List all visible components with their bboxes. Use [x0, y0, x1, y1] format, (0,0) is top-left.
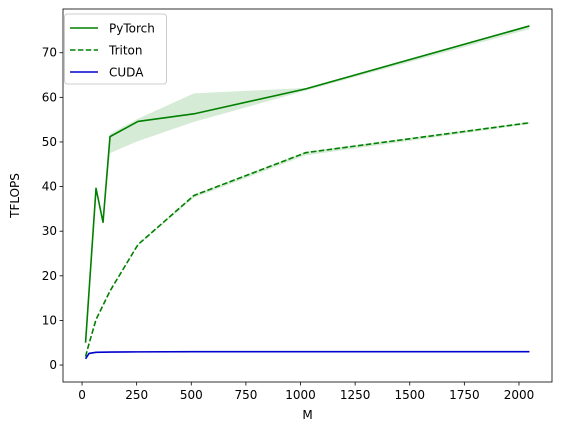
series-line-pytorch [84, 25, 530, 343]
band-triton [85, 121, 530, 357]
band-pytorch [85, 25, 530, 343]
legend: PyTorch Triton CUDA [64, 13, 167, 85]
y-tick-label: 30 [42, 224, 57, 238]
x-tick-label: 1750 [449, 388, 480, 402]
legend-label-triton: Triton [108, 44, 143, 58]
y-tick-label: 10 [42, 313, 57, 327]
legend-box [64, 13, 167, 85]
y-tick-label: 50 [42, 135, 57, 149]
legend-label-pytorch: PyTorch [109, 22, 155, 36]
series-line-triton [84, 121, 530, 357]
legend-label-cuda: CUDA [109, 66, 144, 80]
y-axis-ticks: 0 10 20 30 40 50 60 70 [42, 46, 63, 372]
x-tick-label: 2000 [504, 388, 535, 402]
plot-frame [62, 8, 553, 383]
confidence-bands [85, 25, 530, 357]
y-axis-label: TFLOPS [8, 173, 22, 219]
y-tick-label: 40 [42, 180, 57, 194]
x-tick-label: 250 [125, 388, 148, 402]
y-tick-label: 70 [42, 46, 57, 60]
y-tick-label: 0 [49, 358, 57, 372]
y-tick-label: 20 [42, 269, 57, 283]
x-tick-label: 0 [78, 388, 86, 402]
x-tick-label: 1000 [285, 388, 316, 402]
x-axis-ticks: 0 250 500 750 1000 1250 1500 1750 2000 [78, 382, 534, 402]
y-tick-label: 60 [42, 90, 57, 104]
x-tick-label: 1250 [340, 388, 371, 402]
x-tick-label: 1500 [394, 388, 425, 402]
series-lines [84, 25, 530, 360]
x-tick-label: 500 [180, 388, 203, 402]
x-axis-label: M [302, 408, 312, 422]
series-line-cuda [84, 350, 530, 360]
x-tick-label: 750 [234, 388, 257, 402]
